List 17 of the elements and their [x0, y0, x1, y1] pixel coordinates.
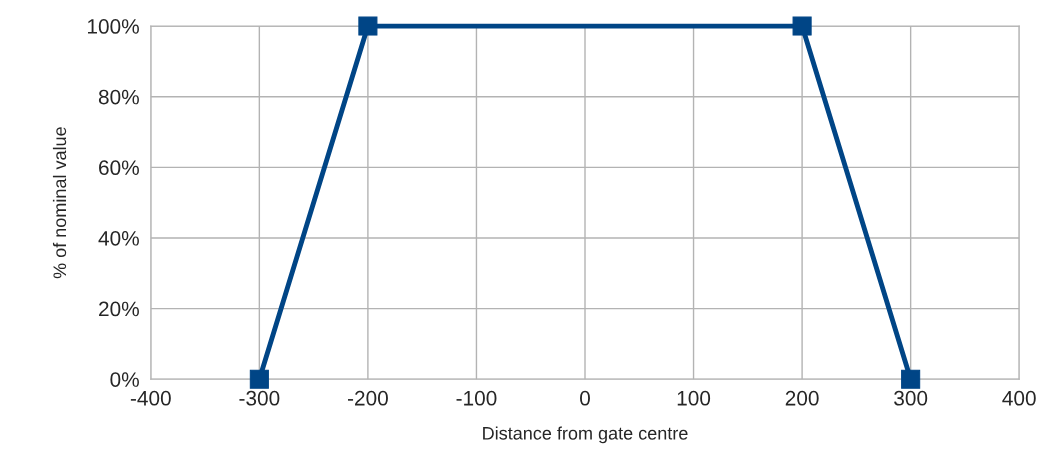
y-axis-title: % of nominal value	[52, 127, 67, 279]
x-tick-label: -100	[456, 390, 497, 406]
x-tick-label: 300	[894, 390, 928, 406]
y-tick-label: 40%	[98, 230, 139, 246]
y-tick-label: 20%	[99, 301, 139, 317]
x-tick-label: -400	[130, 390, 171, 406]
y-tick-label: 100%	[88, 19, 139, 34]
y-tick-label: 0%	[110, 372, 139, 387]
x-tick-label: 100	[677, 390, 711, 406]
x-tick-label: 400	[1002, 390, 1036, 406]
y-tick-label: 80%	[98, 89, 139, 105]
y-tick-label: 60%	[99, 160, 139, 176]
x-tick-label: -200	[347, 390, 388, 406]
x-tick-label: 0	[580, 390, 590, 406]
x-axis-title: Distance from gate centre	[483, 426, 688, 444]
x-tick-label: -300	[239, 390, 280, 406]
x-tick-label: 200	[785, 390, 819, 406]
